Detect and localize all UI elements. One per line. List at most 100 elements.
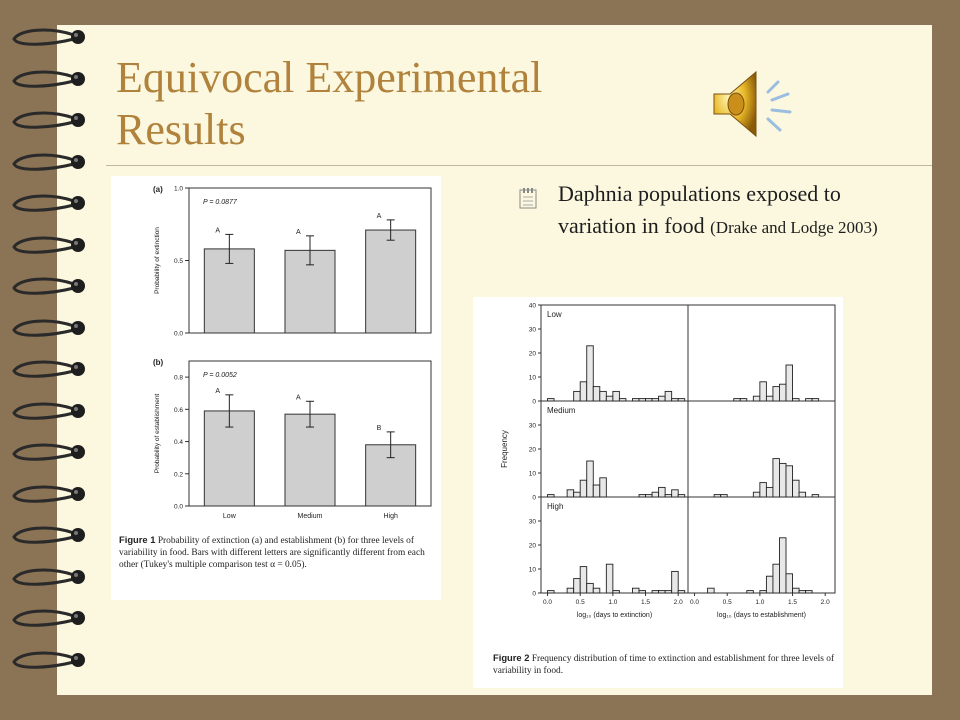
histogram-bar [579,566,588,594]
ring-highlight [74,365,78,369]
histogram-bar [664,494,673,498]
ring-wire [12,153,75,171]
ring-highlight [74,157,78,162]
slide-title: Equivocal Experimental Results [116,52,716,156]
bar [284,413,336,507]
histogram-bar [599,477,607,498]
ring-highlight [74,282,78,286]
histogram-bar [677,398,686,402]
binding-ring [12,443,85,461]
ring-wire [12,70,75,88]
histogram-bar [746,590,754,594]
x-axis-label: log₁₀ (days to establishment) [717,612,806,619]
y-tick-label: 0.2 [174,471,183,478]
histogram-bar [664,590,673,594]
x-tick-label: 0.5 [576,599,585,606]
histogram-bar [592,484,601,498]
histogram-bar [566,489,575,498]
speaker-icon[interactable] [706,64,802,144]
ring-hole [71,113,85,127]
ring-highlight [74,33,78,37]
histogram-bar [579,381,588,402]
histogram-bar [638,590,646,594]
y-axis-label: Probability of extinction [154,227,161,294]
histogram-bar [752,395,761,402]
significance-letter: A [296,229,301,236]
ring-wire [12,277,75,295]
y-tick-label: 0.8 [174,375,183,382]
histogram-bar [586,345,594,402]
bullet-body: Daphnia populations exposed to variation… [558,181,841,238]
y-tick-label: 30 [529,423,537,430]
histogram-bar [605,563,614,594]
y-tick-label: 10 [529,471,537,478]
histogram-bar [547,398,555,402]
y-tick-label: 1.0 [174,186,183,193]
y-tick-label: 10 [529,567,537,574]
histogram-bar [658,590,666,594]
histogram-bar [765,395,774,402]
histogram-bar [599,390,607,402]
ring-hole [71,71,85,86]
histogram-bar [677,494,686,498]
histogram-bar [720,494,728,498]
ring-hole [71,30,85,44]
y-tick-label: 0.5 [174,258,183,265]
ring-wire [12,360,75,378]
histogram-bar [772,458,780,498]
histogram-bar [798,590,807,594]
histogram-bar [792,479,800,498]
binding-ring [12,485,85,503]
y-tick-label: 0.4 [174,439,183,446]
histogram-bar [658,395,666,402]
histogram-bar [779,537,787,594]
histogram-bar [792,398,800,402]
histogram-bar [645,494,653,498]
histogram-bar [739,398,748,402]
ring-highlight [74,74,78,79]
y-tick-label: 0 [532,495,536,502]
binding-ring [12,402,85,420]
category-label: Low [223,513,237,520]
ring-wire [12,609,75,627]
ring-highlight [74,240,78,245]
histogram-bar [671,489,679,498]
figure-2-caption: Figure 2 Frequency distribution of time … [493,652,838,677]
figure-1-chart: (a) P = 0.0877 0.0 0.5 1.0 Probability of ext… [153,185,432,520]
ring-hole [71,611,85,625]
histogram-bar [733,398,741,402]
x-tick-label: 0.0 [543,599,552,606]
binding-ring [12,111,85,129]
histogram-bar [547,494,555,498]
y-tick-label: 0 [532,591,536,598]
histogram-bar [765,486,774,498]
ring-highlight [74,116,78,120]
ring-hole [71,362,85,376]
figure-2-caption-label: Figure 2 [493,652,530,663]
histogram-bar [785,573,793,594]
ring-hole [71,154,85,169]
y-tick-label: 20 [529,351,537,358]
histogram-bar [573,390,581,402]
figure-1-caption-label: Figure 1 [119,534,156,545]
ring-wire [12,111,75,129]
histogram-bar [547,590,555,594]
histogram-bar [651,590,660,594]
ring-wire [12,402,75,420]
ring-hole [71,445,85,459]
histogram-bar [605,395,614,402]
y-tick-label: 0.6 [174,407,183,414]
y-tick-label: 40 [529,303,537,310]
title-line-2: Results [116,105,246,154]
binding-ring [12,568,85,586]
ring-highlight [74,531,78,535]
significance-letter: A [215,227,220,234]
ring-hole [71,320,85,335]
binding-ring [12,236,85,254]
figure-1-caption-text: Probability of extinction (a) and establ… [119,536,425,570]
ring-hole [71,528,85,542]
row-label: High [547,502,563,511]
ring-highlight [74,655,78,660]
histogram-bar [586,460,594,498]
x-tick-label: 2.0 [674,599,683,606]
